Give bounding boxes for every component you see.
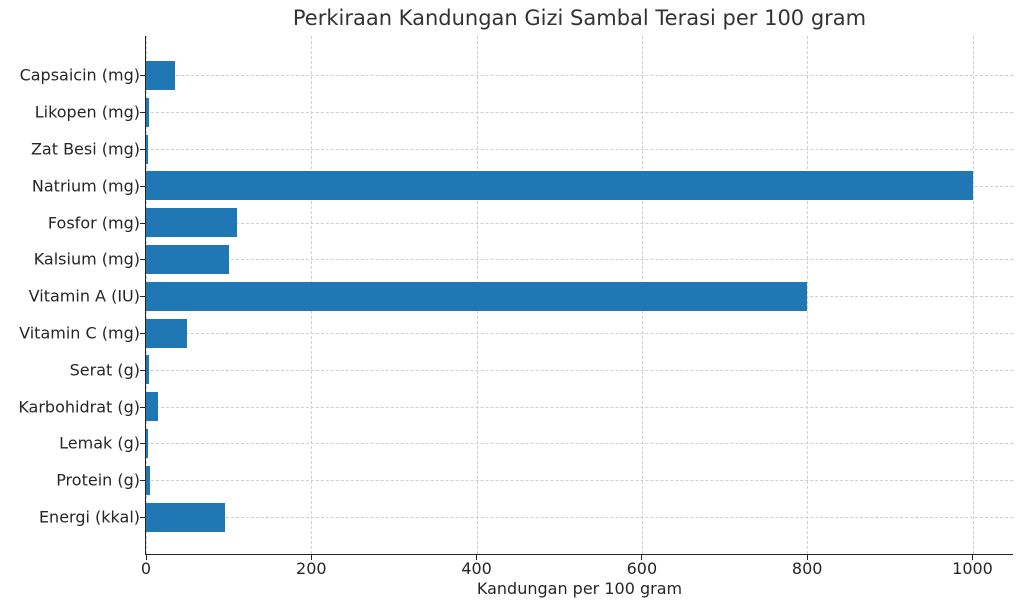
y-tick-mark [140, 75, 145, 77]
y-gridline [146, 112, 1013, 114]
x-axis-line [145, 554, 1013, 555]
x-tick-mark [476, 555, 478, 560]
bar [146, 355, 149, 385]
x-tick-mark [641, 555, 643, 560]
y-axis-line [145, 36, 146, 555]
bar [146, 208, 237, 238]
y-gridline [146, 149, 1013, 150]
x-tick-mark [310, 555, 312, 560]
y-tick-mark [140, 480, 145, 482]
plot-area [146, 36, 1013, 554]
y-tick-label: Zat Besi (mg) [30, 139, 140, 159]
y-tick-mark [140, 112, 145, 114]
y-tick-mark [140, 443, 145, 445]
bar [146, 134, 148, 164]
x-gridline [807, 36, 809, 554]
x-axis-title: Kandungan per 100 gram [476, 579, 683, 598]
bar [146, 502, 225, 532]
y-tick-mark [140, 149, 145, 150]
y-gridline [146, 406, 1013, 408]
y-tick-mark [140, 369, 145, 371]
x-gridline [972, 36, 974, 554]
x-tick-label: 600 [626, 559, 658, 578]
y-tick-label: Vitamin C (mg) [19, 323, 140, 343]
x-tick-label: 200 [296, 559, 327, 578]
bar [146, 171, 973, 201]
y-tick-label: Protein (g) [56, 470, 140, 490]
bar [146, 97, 149, 127]
x-tick-mark [145, 555, 147, 560]
y-tick-mark [140, 333, 145, 334]
bar [146, 428, 148, 458]
y-tick-mark [140, 259, 145, 261]
y-tick-label: Energi (kkal) [38, 507, 140, 527]
y-gridline [146, 333, 1013, 334]
y-tick-label: Serat (g) [69, 360, 140, 380]
x-tick-mark [972, 555, 973, 560]
y-gridline [146, 517, 1013, 518]
y-tick-label: Karbohidrat (g) [18, 397, 140, 417]
y-tick-label: Kalsium (mg) [33, 249, 140, 269]
y-tick-mark [140, 222, 145, 224]
bar [146, 465, 151, 495]
x-tick-label: 400 [461, 559, 492, 578]
y-tick-mark [140, 296, 145, 298]
x-tick-label: 0 [140, 559, 152, 578]
y-tick-mark [140, 517, 145, 518]
bar [146, 244, 229, 274]
y-tick-label: Capsaicin (mg) [19, 65, 140, 85]
y-gridline [146, 443, 1013, 445]
y-gridline [146, 75, 1013, 77]
y-tick-label: Fosfor (mg) [47, 213, 140, 233]
bar [146, 318, 188, 348]
x-tick-label: 1000 [952, 559, 993, 578]
y-tick-label: Lemak (g) [59, 433, 140, 453]
y-gridline [146, 259, 1013, 261]
bar [146, 281, 808, 311]
y-tick-label: Natrium (mg) [31, 176, 140, 196]
x-tick-label: 800 [791, 559, 823, 578]
y-gridline [146, 369, 1013, 371]
bar [146, 392, 158, 422]
y-tick-mark [140, 406, 145, 408]
chart-title: Perkiraan Kandungan Gizi Sambal Terasi p… [292, 6, 867, 30]
y-gridline [146, 480, 1013, 482]
x-tick-mark [806, 555, 808, 560]
y-tick-label: Vitamin A (IU) [28, 286, 140, 306]
y-gridline [146, 222, 1013, 224]
bar [146, 60, 175, 90]
y-tick-mark [140, 185, 145, 187]
y-tick-label: Likopen (mg) [34, 102, 140, 122]
